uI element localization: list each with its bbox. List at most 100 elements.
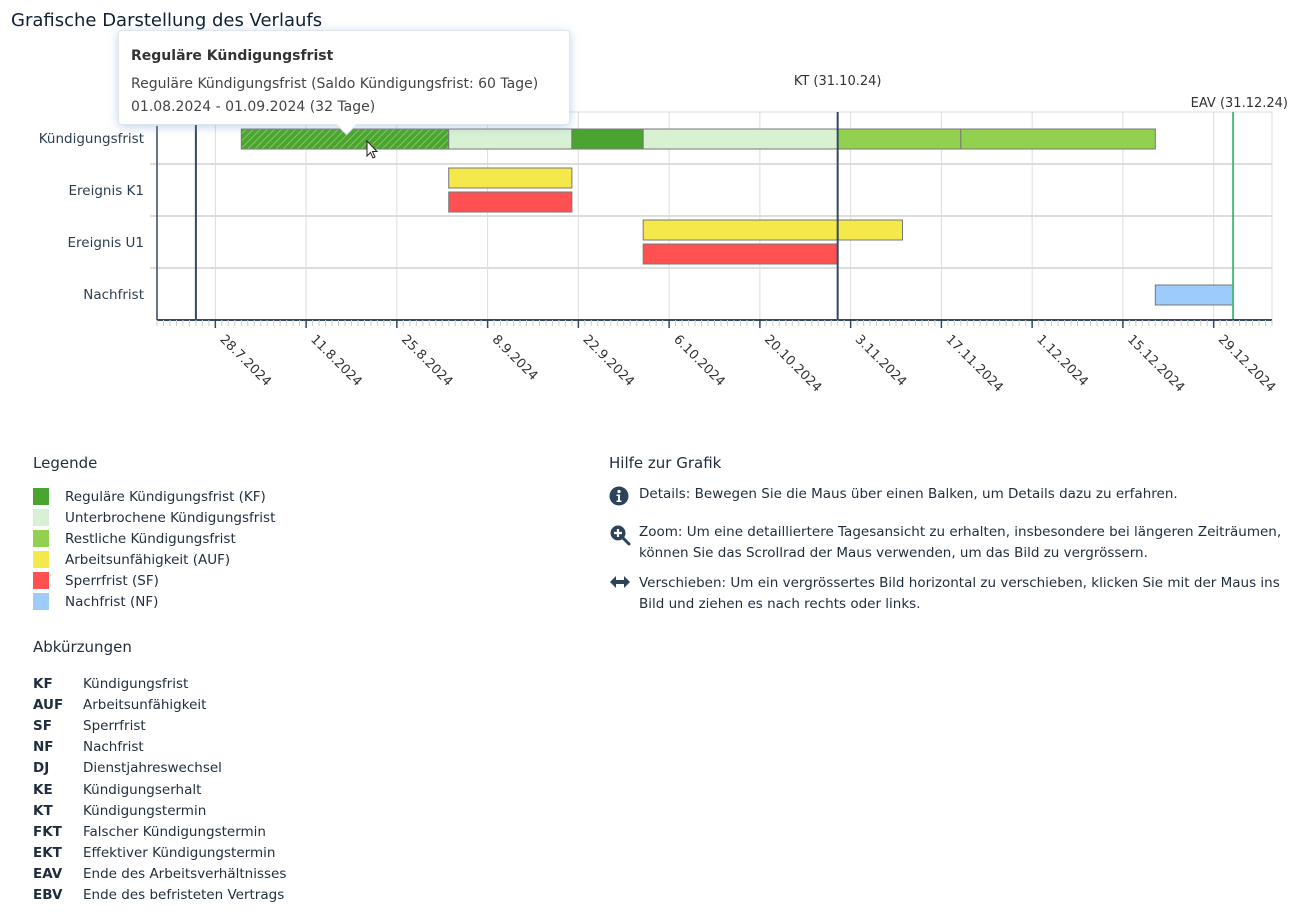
row-label: Ereignis U1 xyxy=(67,235,144,251)
abbreviation-row: EAV Ende des Arbeitsverhältnisses xyxy=(33,864,286,885)
legend-label: Reguläre Kündigungsfrist (KF) xyxy=(65,488,266,505)
abbreviation-value: Kündigungstermin xyxy=(83,802,207,819)
abbreviation-value: Ende des Arbeitsverhältnisses xyxy=(83,866,287,883)
legend-swatch xyxy=(33,572,49,589)
help-item: Verschieben: Um ein vergrössertes Bild h… xyxy=(609,573,1299,615)
info-icon xyxy=(609,484,639,513)
legend-title: Legende xyxy=(33,454,98,472)
x-tick-label: 8.9.2024 xyxy=(489,332,541,384)
help-title: Hilfe zur Grafik xyxy=(609,454,722,472)
abbreviation-row: KF Kündigungsfrist xyxy=(33,673,286,694)
abbreviations-list: KF Kündigungsfrist AUF Arbeitsunfähigkeit SF… xyxy=(33,673,286,906)
x-tick-label: 1.12.2024 xyxy=(1033,332,1090,389)
x-tick-label: 17.11.2024 xyxy=(943,332,1006,395)
abbreviation-value: Effektiver Kündigungstermin xyxy=(83,845,276,862)
abbreviation-value: Kündigungserhalt xyxy=(83,781,202,798)
abbreviation-value: Falscher Kündigungstermin xyxy=(83,823,266,840)
bar-tooltip: Reguläre Kündigungsfrist Reguläre Kündig… xyxy=(118,30,570,136)
legend-swatch xyxy=(33,509,49,526)
x-tick-label: 15.12.2024 xyxy=(1124,332,1187,395)
bar-auf xyxy=(642,219,903,241)
bar-auf xyxy=(448,167,573,189)
abbreviation-row: DJ Dienstjahreswechsel xyxy=(33,758,286,779)
help-section: Details: Bewegen Sie die Maus über einen… xyxy=(609,484,1299,624)
abbreviation-value: Nachfrist xyxy=(83,739,144,756)
legend-label: Restliche Kündigungsfrist xyxy=(65,530,236,547)
abbreviation-key: DJ xyxy=(33,760,50,777)
bar-interrupted xyxy=(448,128,573,150)
help-text: Verschieben: Um ein vergrössertes Bild h… xyxy=(639,575,1280,612)
legend-swatch xyxy=(33,530,49,547)
help-item: Zoom: Um eine detailliertere Tagesansich… xyxy=(609,522,1299,564)
abbreviation-key: KT xyxy=(33,802,53,819)
abbreviation-key: KF xyxy=(33,675,53,692)
legend-item: Restliche Kündigungsfrist xyxy=(33,528,275,549)
abbreviation-value: Ende des befristeten Vertrags xyxy=(83,887,285,904)
legend-item: Reguläre Kündigungsfrist (KF) xyxy=(33,486,275,507)
marker-label: KT (31.10.24) xyxy=(794,74,882,89)
zoom-in-icon xyxy=(609,522,639,564)
abbreviation-key: NF xyxy=(33,739,54,756)
abbreviations-title: Abkürzungen xyxy=(33,638,132,656)
x-tick-label: 3.11.2024 xyxy=(852,332,909,389)
abbreviation-key: FKT xyxy=(33,823,62,840)
gantt-chart[interactable]: Kündigungsfrist Ereignis K1 Ereignis U1 Nac… xyxy=(0,0,1304,420)
abbreviation-value: Sperrfrist xyxy=(83,717,146,734)
abbreviation-key: EBV xyxy=(33,887,63,904)
abbreviation-row: FKT Falscher Kündigungstermin xyxy=(33,821,286,842)
abbreviation-key: EKT xyxy=(33,845,62,862)
legend-label: Arbeitsunfähigkeit (AUF) xyxy=(65,551,231,568)
x-tick-label: 20.10.2024 xyxy=(761,332,824,395)
mouse-cursor-icon xyxy=(366,140,379,159)
bar-sf xyxy=(448,191,573,213)
legend-swatch xyxy=(33,593,49,610)
abbreviation-value: Arbeitsunfähigkeit xyxy=(83,696,207,713)
help-item: Details: Bewegen Sie die Maus über einen… xyxy=(609,484,1299,513)
abbreviation-key: AUF xyxy=(33,696,64,713)
legend-label: Sperrfrist (SF) xyxy=(65,572,159,589)
bar-regular xyxy=(571,128,644,150)
x-tick-label: 6.10.2024 xyxy=(670,332,727,389)
abbreviation-row: EBV Ende des befristeten Vertrags xyxy=(33,885,286,906)
x-tick-label: 29.12.2024 xyxy=(1215,332,1278,395)
x-tick-label: 22.9.2024 xyxy=(580,332,637,389)
x-tick-label: 25.8.2024 xyxy=(398,332,455,389)
row-label: Ereignis K1 xyxy=(69,183,144,199)
legend-label: Nachfrist (NF) xyxy=(65,593,159,610)
legend-swatch xyxy=(33,488,49,505)
x-tick-label: 11.8.2024 xyxy=(307,332,364,389)
legend: Reguläre Kündigungsfrist (KF) Unterbroche… xyxy=(33,486,275,612)
legend-label: Unterbrochene Kündigungsfrist xyxy=(65,509,276,526)
bar-interrupted xyxy=(642,128,839,150)
abbreviation-row: NF Nachfrist xyxy=(33,737,286,758)
abbreviation-value: Kündigungsfrist xyxy=(83,675,189,692)
bar-remaining xyxy=(837,128,962,150)
bar-nf xyxy=(1154,284,1234,306)
abbreviation-key: EAV xyxy=(33,866,63,883)
marker-label: EAV (31.12.24) xyxy=(1191,96,1288,111)
bar-sf xyxy=(642,243,839,265)
row-label: Nachfrist xyxy=(83,287,144,303)
bar-remaining xyxy=(960,128,1156,150)
x-tick-label: 28.7.2024 xyxy=(217,332,274,389)
arrows-horizontal-icon xyxy=(609,573,639,615)
legend-item: Unterbrochene Kündigungsfrist xyxy=(33,507,275,528)
abbreviation-key: SF xyxy=(33,717,52,734)
row-label: Kündigungsfrist xyxy=(39,131,144,147)
help-text: Zoom: Um eine detailliertere Tagesansich… xyxy=(639,524,1282,561)
tooltip-title: Reguläre Kündigungsfrist xyxy=(131,48,334,64)
page-title: Grafische Darstellung des Verlaufs xyxy=(11,10,323,31)
abbreviation-value: Dienstjahreswechsel xyxy=(83,760,222,777)
abbreviation-key: KE xyxy=(33,781,53,798)
legend-item: Sperrfrist (SF) xyxy=(33,570,275,591)
legend-swatch xyxy=(33,551,49,568)
abbreviation-row: KE Kündigungserhalt xyxy=(33,779,286,800)
abbreviation-row: SF Sperrfrist xyxy=(33,715,286,736)
tooltip-line2: 01.08.2024 - 01.09.2024 (32 Tage) xyxy=(131,99,376,115)
legend-item: Arbeitsunfähigkeit (AUF) xyxy=(33,549,275,570)
abbreviation-row: AUF Arbeitsunfähigkeit xyxy=(33,694,286,715)
legend-item: Nachfrist (NF) xyxy=(33,591,275,612)
abbreviation-row: EKT Effektiver Kündigungstermin xyxy=(33,843,286,864)
tooltip-line1: Reguläre Kündigungsfrist (Saldo Kündigun… xyxy=(131,76,539,92)
help-text: Details: Bewegen Sie die Maus über einen… xyxy=(639,486,1178,502)
